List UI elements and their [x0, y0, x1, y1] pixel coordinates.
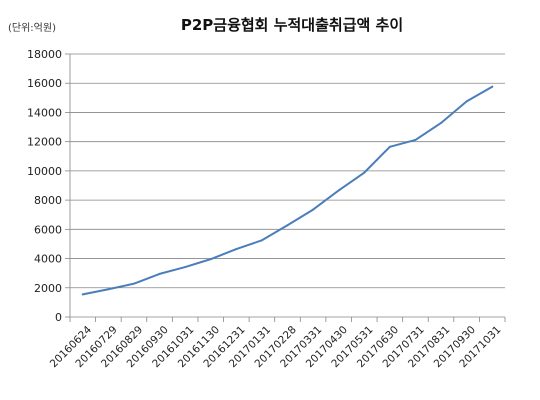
data-point: [363, 171, 366, 174]
data-point: [414, 138, 417, 141]
data-point: [491, 85, 494, 88]
gridlines: [70, 53, 505, 289]
data-point: [184, 266, 187, 269]
data-point: [260, 239, 263, 242]
y-tick-label: 10000: [27, 165, 62, 178]
data-point: [209, 258, 212, 261]
axes: [65, 53, 506, 322]
y-tick-label: 4000: [34, 253, 62, 266]
unit-note: (단위:억원): [8, 21, 56, 34]
data-point: [235, 248, 238, 251]
data-point: [107, 288, 110, 291]
y-tick-label: 14000: [27, 106, 62, 119]
series-layer: [81, 85, 494, 296]
data-point: [465, 100, 468, 103]
data-point: [286, 224, 289, 227]
y-tick-label: 0: [55, 311, 62, 324]
data-point: [312, 208, 315, 211]
y-tick-label: 8000: [34, 194, 62, 207]
y-tick-label: 12000: [27, 136, 62, 149]
series-line: [81, 85, 494, 296]
data-point: [158, 272, 161, 275]
y-tick-label: 16000: [27, 77, 62, 90]
y-axis-ticks: 0 2000 4000 6000 8000 10000 12000 14000 16000 180…: [27, 48, 62, 324]
x-axis-ticks: 2016062420160729201608292016093020161031…: [48, 324, 504, 371]
data-point: [337, 189, 340, 192]
y-tick-label: 6000: [34, 223, 62, 236]
y-tick-label: 18000: [27, 48, 62, 61]
data-point: [388, 145, 391, 148]
data-point: [132, 282, 135, 285]
data-point: [440, 121, 443, 124]
chart-title: P2P금융협회 누적대출취급액 추이: [181, 16, 403, 34]
y-tick-label: 2000: [34, 282, 62, 295]
data-point: [81, 293, 84, 296]
